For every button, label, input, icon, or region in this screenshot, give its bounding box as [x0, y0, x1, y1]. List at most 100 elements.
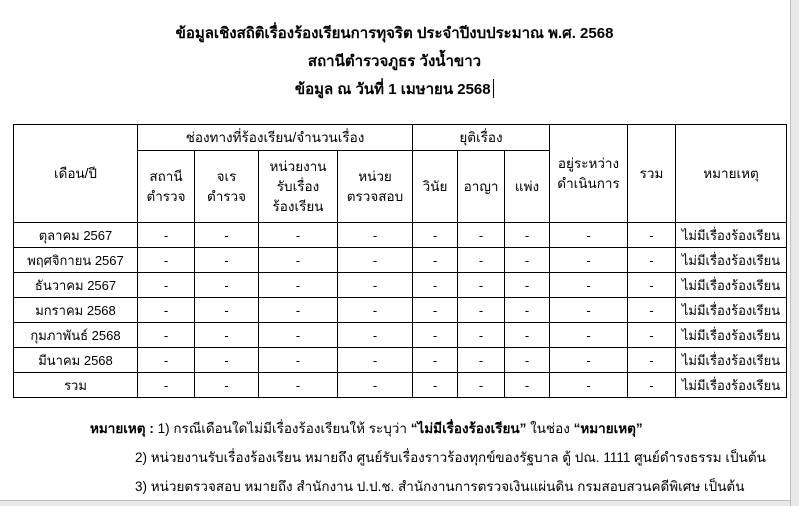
row-month-cell: กุมภาพันธ์ 2568 — [13, 322, 138, 348]
header-criminal: อาญา — [457, 150, 506, 223]
window-edge-right — [790, 0, 799, 506]
data-cell: - — [194, 372, 259, 398]
document-header: ข้อมูลเชิงสถิติเรื่องร้องเรียนการทุจริต … — [0, 0, 789, 104]
data-cell: - — [627, 322, 677, 348]
data-cell: - — [457, 222, 506, 248]
data-cell: - — [336, 372, 414, 398]
data-cell: - — [627, 247, 677, 273]
data-cell: - — [194, 347, 259, 373]
table-row: พฤศจิกายน 2567 - - - - - - - - - ไม่มีเร… — [13, 247, 788, 273]
data-cell: - — [137, 372, 195, 398]
footnote-2: 2) หน่วยงานรับเรื่องร้องเรียน หมายถึง ศู… — [135, 450, 766, 465]
header-month: เดือน/ปี — [13, 124, 138, 223]
header-police-inspector: จเร ตำรวจ — [194, 150, 259, 223]
data-cell: - — [336, 222, 414, 248]
data-cell: - — [549, 247, 629, 273]
footnote-3: 3) หน่วยตรวจสอบ หมายถึง สำนักงาน ป.ป.ช. … — [135, 479, 745, 494]
data-cell: - — [457, 322, 506, 348]
remark-cell: ไม่มีเรื่องร้องเรียน — [675, 347, 788, 373]
table-row: ธันวาคม 2567 - - - - - - - - - ไม่มีเรื่… — [13, 272, 788, 298]
data-cell: - — [457, 272, 506, 298]
header-remark: หมายเหตุ — [675, 124, 788, 223]
data-cell: - — [137, 222, 195, 248]
data-cell: - — [549, 222, 629, 248]
data-cell: - — [627, 297, 677, 323]
data-cell: - — [336, 272, 414, 298]
header-total: รวม — [627, 124, 677, 223]
table-row-total: รวม - - - - - - - - - ไม่มีเรื่องร้องเรี… — [13, 372, 788, 398]
data-cell: - — [457, 347, 506, 373]
data-cell: - — [258, 372, 338, 398]
data-cell: - — [137, 322, 195, 348]
table-row: ตุลาคม 2567 - - - - - - - - - ไม่มีเรื่อ… — [13, 222, 788, 248]
remark-cell: ไม่มีเรื่องร้องเรียน — [675, 372, 788, 398]
remark-cell: ไม่มีเรื่องร้องเรียน — [675, 247, 788, 273]
data-cell: - — [194, 297, 259, 323]
data-cell: - — [549, 297, 629, 323]
data-cell: - — [258, 322, 338, 348]
data-cell: - — [549, 347, 629, 373]
data-cell: - — [194, 272, 259, 298]
header-disciplinary: วินัย — [412, 150, 459, 223]
data-cell: - — [412, 247, 459, 273]
data-cell: - — [549, 322, 629, 348]
data-cell: - — [336, 247, 414, 273]
data-cell: - — [137, 272, 195, 298]
data-cell: - — [194, 247, 259, 273]
title-line-2: สถานีตำรวจภูธร วังน้ำขาว — [307, 53, 482, 70]
header-receiving-agency: หน่วยงาน รับเรื่อง ร้องเรียน — [258, 150, 338, 223]
data-cell: - — [336, 322, 414, 348]
data-cell: - — [258, 247, 338, 273]
table-row: กุมภาพันธ์ 2568 - - - - - - - - - ไม่มีเ… — [13, 322, 788, 348]
data-cell: - — [258, 272, 338, 298]
remark-cell: ไม่มีเรื่องร้องเรียน — [675, 322, 788, 348]
row-month-cell: พฤศจิกายน 2567 — [13, 247, 138, 273]
footnote-label: หมายเหตุ : — [90, 421, 154, 436]
header-police-station: สถานี ตำรวจ — [137, 150, 195, 223]
data-cell: - — [194, 222, 259, 248]
data-cell: - — [412, 272, 459, 298]
data-cell: - — [412, 372, 459, 398]
data-cell: - — [412, 347, 459, 373]
table-row: มีนาคม 2568 - - - - - - - - - ไม่มีเรื่อ… — [13, 347, 788, 373]
data-cell: - — [504, 322, 551, 348]
data-cell: - — [258, 297, 338, 323]
row-month-cell: ตุลาคม 2567 — [13, 222, 138, 248]
data-cell: - — [627, 347, 677, 373]
data-cell: - — [336, 347, 414, 373]
data-cell: - — [412, 297, 459, 323]
row-month-cell: มีนาคม 2568 — [13, 347, 138, 373]
title-line-1: ข้อมูลเชิงสถิติเรื่องร้องเรียนการทุจริต … — [175, 25, 614, 42]
title-line-3-text: ข้อมูล ณ วันที่ 1 เมษายน 2568 — [294, 81, 491, 98]
header-group-concluded: ยุติเรื่อง — [412, 124, 551, 151]
title-line-3: ข้อมูล ณ วันที่ 1 เมษายน 2568 — [0, 76, 789, 104]
data-cell: - — [137, 297, 195, 323]
data-cell: - — [504, 272, 551, 298]
data-cell: - — [627, 222, 677, 248]
footnote-1: หมายเหตุ : 1) กรณีเดือนใดไม่มีเรื่องร้อง… — [90, 414, 789, 443]
footnote-1-text-b: ในช่อง — [530, 421, 570, 436]
row-month-cell: รวม — [13, 372, 138, 398]
data-cell: - — [504, 372, 551, 398]
footnote-1-quoted-phrase: “ไม่มีเรื่องร้องเรียน” — [410, 421, 527, 436]
header-sub-row: สถานี ตำรวจ จเร ตำรวจ หน่วยงาน รับเรื่อง… — [14, 150, 787, 223]
footnote-1-text-a: 1) กรณีเดือนใดไม่มีเรื่องร้องเรียนให้ ระ… — [157, 421, 407, 436]
data-cell: - — [549, 272, 629, 298]
remark-cell: ไม่มีเรื่องร้องเรียน — [675, 297, 788, 323]
data-cell: - — [504, 297, 551, 323]
data-cell: - — [336, 297, 414, 323]
complaint-statistics-table: เดือน/ปี ช่องทางที่ร้องเรียน/จำนวนเรื่อง… — [13, 124, 788, 398]
data-cell: - — [258, 222, 338, 248]
row-month-cell: ธันวาคม 2567 — [13, 272, 138, 298]
data-cell: - — [627, 272, 677, 298]
header-group-row: เดือน/ปี ช่องทางที่ร้องเรียน/จำนวนเรื่อง… — [13, 124, 788, 223]
data-cell: - — [137, 347, 195, 373]
header-civil: แพ่ง — [504, 150, 551, 223]
text-cursor — [492, 79, 495, 98]
remark-cell: ไม่มีเรื่องร้องเรียน — [675, 272, 788, 298]
table-row: มกราคม 2568 - - - - - - - - - ไม่มีเรื่อ… — [13, 297, 788, 323]
header-group-channels: ช่องทางที่ร้องเรียน/จำนวนเรื่อง — [136, 124, 414, 151]
data-cell: - — [504, 247, 551, 273]
footnotes: หมายเหตุ : 1) กรณีเดือนใดไม่มีเรื่องร้อง… — [90, 414, 789, 501]
